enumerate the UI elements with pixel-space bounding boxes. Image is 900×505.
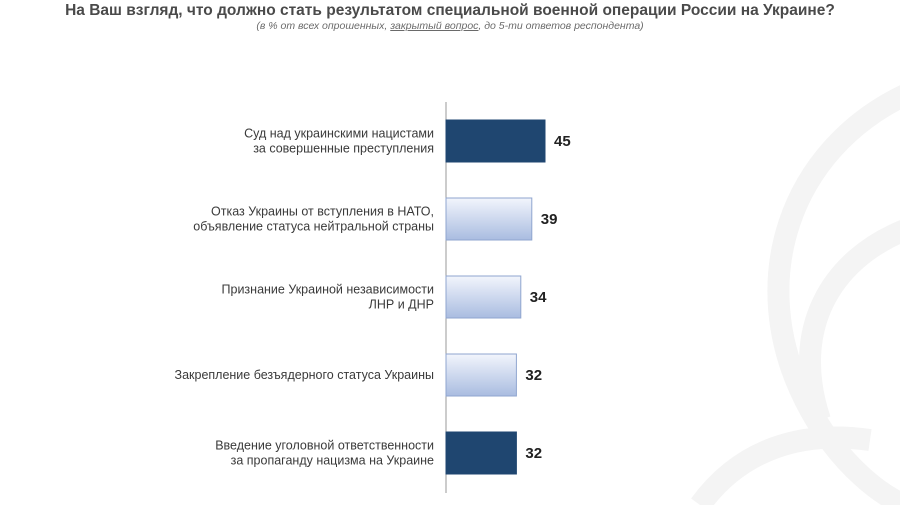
category-label-line: Введение уголовной ответственности [215, 439, 434, 453]
category-label-2: Отказ Украины от вступления в НАТО, объяв… [193, 205, 434, 234]
bar-1 [445, 119, 546, 163]
category-label-1: Суд над украинскими нацистами за совершен… [244, 127, 434, 156]
category-label-line: за совершенные преступления [253, 142, 434, 156]
bar-value-label-5: 32 [525, 445, 542, 462]
category-label-line: за пропаганду нацизма на Украине [231, 454, 434, 468]
bar-value-label-1: 45 [554, 133, 571, 150]
category-label-line: ЛНР и ДНР [369, 298, 434, 312]
chart-subtitle: (в % от всех опрошенных, закрытый вопрос… [0, 20, 900, 32]
chart-title: На Ваш взгляд, что должно стать результа… [65, 2, 835, 19]
category-label-4: Закрепление безъядерного статуса Украины [175, 368, 434, 382]
bar-value-label-2: 39 [541, 211, 558, 228]
category-label-line: объявление статуса нейтральной страны [193, 220, 434, 234]
bar-value-label-3: 34 [530, 289, 547, 306]
category-label-5: Введение уголовной ответственности за про… [215, 439, 434, 468]
category-label-line: Признание Украиной независимости [222, 283, 434, 297]
subtitle-part-1: (в % от всех опрошенных, [256, 20, 391, 32]
bar-4 [445, 353, 517, 397]
category-label-line: Суд над украинскими нацистами [244, 127, 434, 141]
bar-2 [445, 197, 533, 241]
category-label-3: Признание Украиной независимости ЛНР и ДН… [222, 283, 434, 312]
bar-5 [445, 431, 517, 475]
bar-value-label-4: 32 [525, 367, 542, 384]
category-label-line: Закрепление безъядерного статуса Украины [175, 368, 434, 382]
category-label-line: Отказ Украины от вступления в НАТО, [211, 205, 434, 219]
subtitle-part-3: , до 5-ти ответов респондента) [478, 20, 644, 32]
subtitle-part-2: закрытый вопрос [390, 20, 479, 32]
bar-3 [445, 275, 522, 319]
